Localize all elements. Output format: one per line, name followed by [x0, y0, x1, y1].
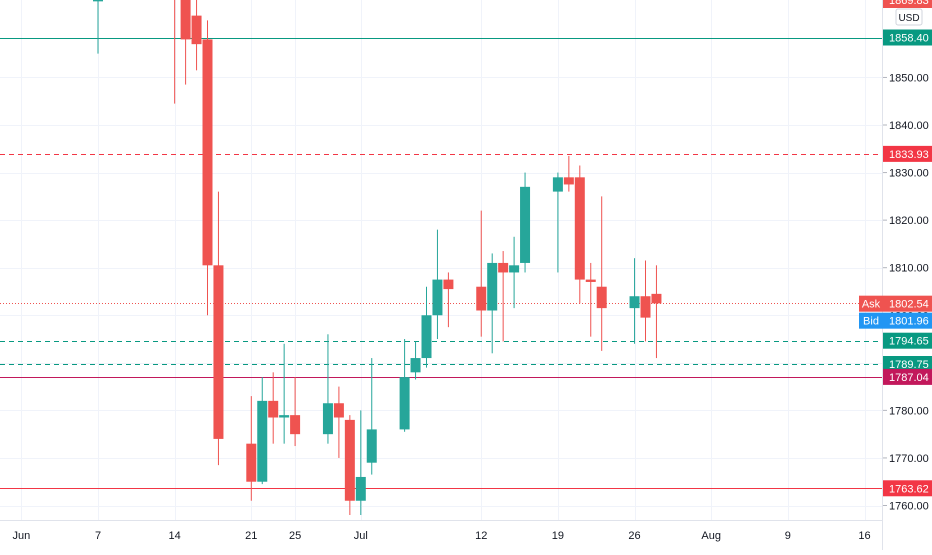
- x-tick-label: 14: [169, 530, 181, 542]
- ask-tag-box: [859, 295, 883, 312]
- candle-body: [432, 279, 443, 316]
- y-tick-label: 1810.00: [889, 263, 929, 275]
- level-price-label: 1763.62: [889, 483, 929, 495]
- candle-body: [268, 400, 279, 418]
- bid-tag: Bid: [863, 316, 879, 328]
- candle-body: [585, 279, 596, 282]
- x-tick-label: Aug: [701, 530, 721, 542]
- candle-body: [410, 358, 421, 373]
- x-tick-label: 16: [858, 530, 870, 542]
- candle-body: [180, 0, 191, 40]
- level-price-label-box: [883, 145, 932, 162]
- candle-body: [476, 286, 487, 311]
- level-price-label: 1833.93: [889, 149, 929, 161]
- bid-price-label: 1801.96: [889, 316, 929, 328]
- candle-body: [290, 415, 301, 435]
- level-price-label: 1858.40: [889, 33, 929, 45]
- candle-body: [213, 265, 224, 439]
- y-tick-label: 1850.00: [889, 72, 929, 84]
- candle-body: [596, 286, 607, 309]
- candle-body: [640, 296, 651, 318]
- bid-tag-box: [859, 312, 883, 329]
- candle-body: [651, 293, 662, 304]
- x-tick-label: 12: [475, 530, 487, 542]
- x-tick-label: Jun: [12, 530, 30, 542]
- horizontal-lines-layer: [0, 38, 882, 489]
- x-tick-label: 19: [552, 530, 564, 542]
- candle-body: [322, 403, 333, 435]
- candle-body: [498, 262, 509, 273]
- x-tick-label: 26: [628, 530, 640, 542]
- x-tick-label: Jul: [354, 530, 368, 542]
- x-tick-label: 7: [95, 530, 101, 542]
- y-tick-label: 1840.00: [889, 120, 929, 132]
- candle-body: [629, 296, 640, 309]
- currency-label: USD: [898, 13, 919, 24]
- y-tick-label: 1760.00: [889, 501, 929, 513]
- level-price-label: 1794.65: [889, 336, 929, 348]
- candle-body: [355, 476, 366, 501]
- candle-body: [487, 262, 498, 311]
- y-tick-label: 1830.00: [889, 168, 929, 180]
- currency-badge: [895, 8, 923, 26]
- candle-body: [93, 0, 103, 2]
- ask-price-label-box: [883, 295, 932, 312]
- candle-body: [421, 315, 432, 359]
- level-price-label-box: [883, 356, 932, 373]
- candle-body: [279, 415, 290, 418]
- candle-body: [191, 15, 202, 45]
- candle-body: [257, 400, 268, 482]
- candle-body: [443, 279, 454, 290]
- top-price-label: 1869.83: [889, 0, 929, 7]
- level-price-label-box: [883, 332, 932, 349]
- candle-body: [563, 177, 574, 185]
- y-tick-label: 1770.00: [889, 453, 929, 465]
- ask-price-label: 1802.54: [889, 299, 929, 311]
- candle-body: [399, 377, 410, 430]
- x-tick-label: 21: [245, 530, 257, 542]
- x-tick-label: 25: [289, 530, 301, 542]
- ask-tag: Ask: [862, 299, 881, 311]
- candle-body: [246, 443, 257, 482]
- y-tick-label: 1820.00: [889, 215, 929, 227]
- candle-body: [509, 265, 520, 273]
- level-price-label-box: [883, 29, 932, 46]
- candle-body: [333, 403, 344, 418]
- candle-body: [202, 39, 213, 266]
- x-tick-label: 9: [785, 530, 791, 542]
- candle-body: [366, 429, 377, 463]
- level-price-label-box: [883, 368, 932, 385]
- level-price-label-box: [883, 480, 932, 497]
- y-tick-label: 1780.00: [889, 405, 929, 417]
- candle-body: [552, 177, 563, 192]
- candle-body: [520, 186, 531, 263]
- bid-price-label-box: [883, 312, 932, 329]
- candle-body: [344, 419, 355, 501]
- level-price-label: 1789.75: [889, 359, 929, 371]
- price-labels-layer: 1869.83 1858.40 1833.93 1794.65 1789.751787.…: [859, 0, 932, 497]
- candle-body: [574, 177, 585, 280]
- level-price-label: 1787.04: [889, 372, 929, 384]
- top-price-label-box: [883, 0, 932, 8]
- candles-layer: [93, 0, 662, 516]
